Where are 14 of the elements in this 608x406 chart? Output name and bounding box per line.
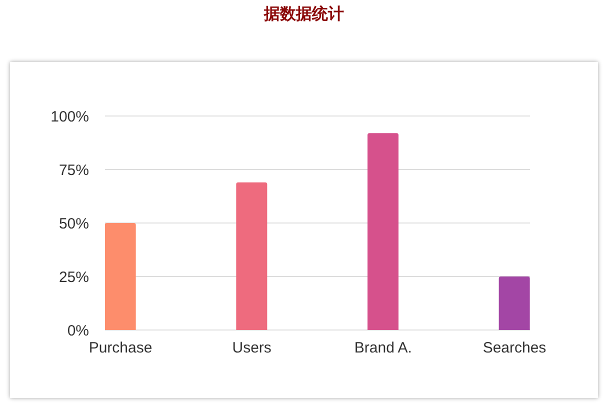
bar (498, 276, 530, 330)
y-tick-label: 25% (58, 268, 89, 286)
y-tick-label: 0% (67, 322, 89, 340)
x-tick-label: Users (232, 340, 272, 357)
bar (236, 182, 268, 330)
y-tick-label: 100% (50, 108, 89, 126)
chart-title: 据数据统计 (262, 4, 345, 25)
x-tick-label: Brand A. (354, 340, 412, 357)
bar (105, 223, 136, 330)
bar (368, 133, 398, 330)
y-tick-label: 50% (58, 215, 89, 232)
x-tick-label: Purchase (88, 340, 152, 357)
y-tick-label: 75% (58, 162, 89, 179)
x-tick-label: Searches (482, 340, 546, 357)
